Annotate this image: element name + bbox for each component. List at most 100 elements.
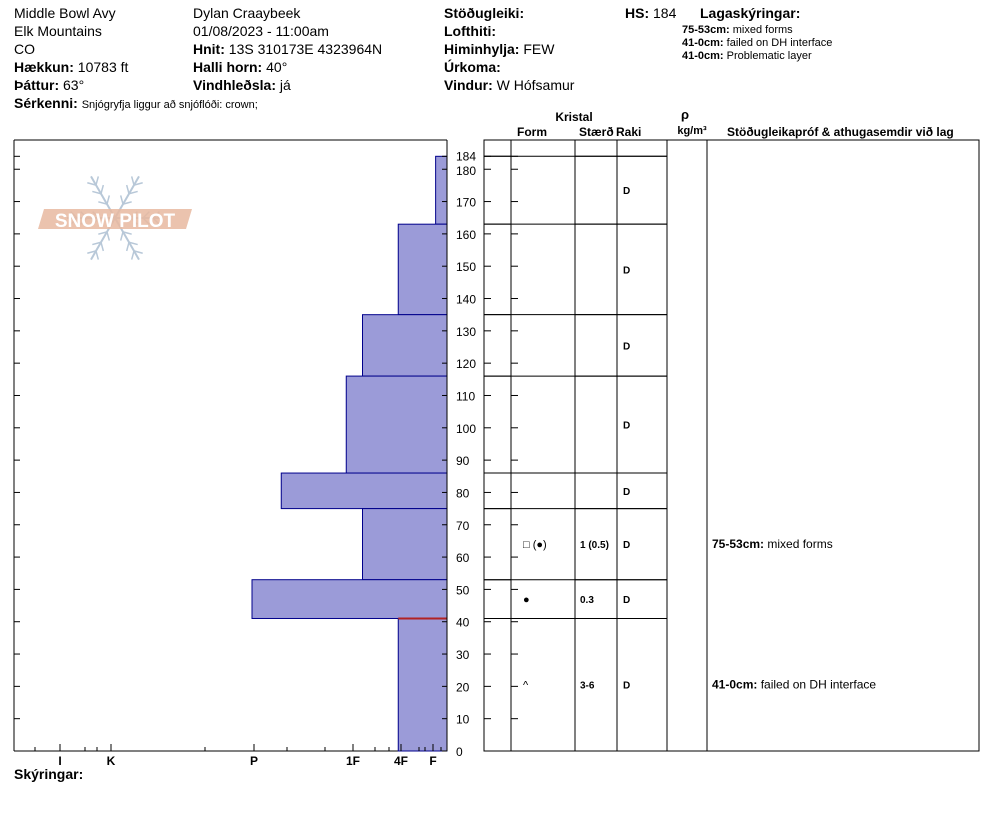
legend-item: 75-53cm: mixed forms [682,24,793,36]
size-cell: 3-6 [580,681,595,692]
hardness-bar [362,314,448,377]
y-tick-label: 80 [456,486,470,500]
layer-comment: 41-0cm: failed on DH interface [712,678,876,692]
snowflake-branch [119,195,124,205]
snowflake-branch [128,241,138,246]
y-tick-label: 40 [456,616,470,630]
notes-label: Skýringar: [14,766,84,782]
snowflake-branch [98,201,108,205]
column-header-density: kg/m³ [677,125,707,137]
y-tick-label: 30 [456,648,470,662]
y-tick-label: 170 [456,196,476,210]
snowflake-branch [87,182,97,186]
x-tick-label: P [250,754,258,768]
y-tick-label: 70 [456,519,470,533]
form-cell: □ (●) [523,539,547,551]
wind: Vindur: W Hófsamur [444,77,575,93]
x-tick-label: 4F [394,754,408,768]
logo-band [38,209,192,229]
y-tick-label: 50 [456,583,470,597]
observation-datetime: 01/08/2023 - 11:00am [193,23,329,39]
moisture-cell: D [623,681,630,692]
moisture-cell: D [623,265,630,276]
moisture-cell: D [623,487,630,498]
moisture-cell: D [623,540,630,551]
hardness-profile: 0 10 20 30 40 50 60 70 80 90 100 110 120 130 140 150 160… [13,139,518,768]
wind-loading: Vindhleðsla: já [193,77,291,93]
snowflake-branch [87,250,97,254]
snowflake-branch [125,242,130,252]
observer-name: Dylan Craaybeek [193,5,301,21]
y-tick-label: 160 [456,228,476,242]
snowflake-branch [100,242,105,252]
column-header-rho: ρ [681,107,689,122]
x-tick-label: I [58,754,61,768]
column-header-moisture: Raki [616,125,641,139]
y-tick-label: 184 [456,149,476,163]
layers-legend-title: Lagaskýringar: [700,5,801,21]
features: Sérkenni: Snjógryfja liggur að snjóflóði… [14,95,258,111]
legend-item: 41-0cm: failed on DH interface [682,37,833,49]
snowflake-branch [95,176,100,186]
snowflake-branch [128,190,138,195]
logo-text: SNOW PILOT [55,211,176,232]
size-cell: 0.3 [580,595,594,606]
hardness-bar [280,472,448,510]
y-tick-label: 140 [456,293,476,307]
column-header-size: Stærð [579,125,614,139]
snowflake-branch [92,241,102,246]
snowflake-branch [92,190,102,195]
x-tick-label: F [429,754,436,768]
snowflake-branch [125,184,130,194]
layer-comment: 75-53cm: mixed forms [712,537,833,551]
y-tick-label: 110 [456,389,475,403]
y-tick-label: 20 [456,680,470,694]
stability: Stöðugleiki: [444,5,525,21]
moisture-cell: D [623,595,630,606]
y-tick-label: 150 [456,260,476,274]
y-tick-label: 90 [456,454,470,468]
column-header-tests: Stöðugleikapróf & athugasemdir við lag [727,125,954,139]
slope-angle: Halli horn: 40° [193,59,288,75]
y-tick-label: 180 [456,164,476,178]
y-tick-label: 10 [456,713,470,727]
air-temp: Lofthiti: [444,23,497,39]
legend-item: 41-0cm: Problematic layer [682,50,812,62]
form-cell: ^ [523,680,529,692]
layer-table: Kristal Form Stærð Raki ρ kg/m³ Stöðugleikapró… [483,107,980,752]
snowflake-branch [106,231,111,241]
snowflake-branch [95,250,100,260]
table-frame [483,139,980,752]
hardness-bar [435,155,448,225]
hardness-bar [251,579,448,619]
column-header-crystal: Kristal [555,110,592,124]
y-tick-label: 130 [456,325,476,339]
snowflake-branch [122,201,132,205]
state-name: CO [14,41,35,57]
y-tick-label: 100 [456,422,476,436]
x-tick-label: K [107,754,116,768]
moisture-cell: D [623,186,630,197]
precipitation: Úrkoma: [444,59,501,75]
y-tick-label: 0 [456,745,463,759]
moisture-cell: D [623,341,630,352]
snowflake-branch [130,250,135,260]
x-tick-label: 1F [346,754,360,768]
hardness-bar [345,375,448,474]
snow-height: HS: 184 [625,5,677,21]
snowflake-branch [119,231,124,241]
location-name: Middle Bowl Avy [14,5,116,21]
range-name: Elk Mountains [14,23,102,39]
elevation: Hækkun: 10783 ft [14,59,129,75]
hardness-bar [397,223,448,316]
size-cell: 1 (0.5) [580,540,609,551]
snowflake-branch [98,231,108,235]
form-cell: ● [523,594,530,606]
sky-cover: Himinhylja: FEW [444,41,555,57]
snowflake-branch [133,182,143,186]
snowpilot-logo: SNOW PILOT [38,175,192,261]
column-header-form: Form [517,125,547,139]
hardness-bar [397,617,448,752]
aspect: Þáttur: 63° [14,77,85,93]
